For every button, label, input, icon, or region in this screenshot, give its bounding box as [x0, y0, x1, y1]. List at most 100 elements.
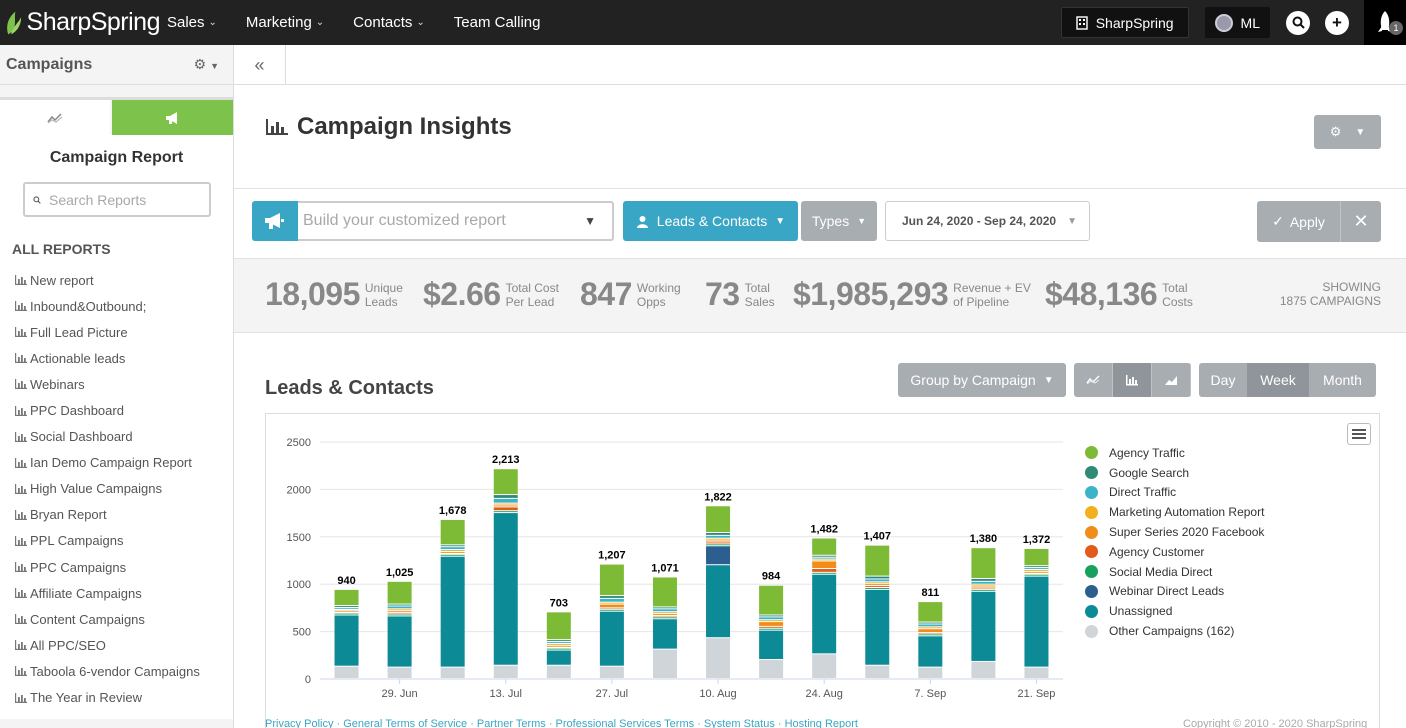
checkmark-icon: ✓ [1272, 213, 1284, 229]
period-month-button[interactable]: Month [1309, 363, 1376, 397]
bar-chart-icon [15, 457, 27, 468]
stat-label-line: Unique [364, 280, 403, 295]
bar-total-label: 1,207 [598, 550, 626, 562]
bar-segment [759, 628, 784, 630]
report-list-item[interactable]: Ian Demo Campaign Report [0, 450, 233, 476]
legend-dot [1085, 565, 1098, 579]
report-search[interactable] [23, 182, 211, 217]
bar-segment [599, 609, 624, 611]
report-list-item[interactable]: Social Dashboard [0, 424, 233, 450]
report-list-item[interactable]: PPC Campaigns [0, 554, 233, 580]
legend-item[interactable]: Other Campaigns (162) [1085, 621, 1264, 641]
report-list-item[interactable]: High Value Campaigns [0, 476, 233, 502]
report-list-item[interactable]: Affiliate Campaigns [0, 580, 233, 606]
report-list-item[interactable]: Full Lead Picture [0, 319, 233, 345]
caret-down-icon: ▼ [775, 215, 786, 227]
chart-container [265, 413, 1380, 728]
report-list-item[interactable]: All PPC/SEO [0, 632, 233, 658]
stat-label: Revenue + EV of Pipeline [953, 281, 1031, 309]
apply-button[interactable]: ✓ Apply [1257, 201, 1341, 242]
report-list-item[interactable]: New report [0, 267, 233, 293]
bar-segment [387, 611, 412, 613]
plus-icon[interactable]: + [1325, 10, 1349, 35]
legend-item[interactable]: Social Media Direct [1085, 562, 1264, 582]
bar-segment [1024, 576, 1049, 667]
report-list-item[interactable]: Inbound&Outbound; [0, 293, 233, 319]
tab-trends[interactable] [0, 100, 111, 135]
user-icon [636, 215, 648, 228]
nav-marketing-label: Marketing [245, 14, 312, 31]
types-dropdown[interactable]: Types ▼ [801, 201, 877, 241]
search-icon[interactable] [1286, 10, 1310, 35]
period-day-button[interactable]: Day [1199, 363, 1247, 397]
report-list-item[interactable]: Content Campaigns [0, 606, 233, 632]
chevron-down-icon: ⌄ [416, 17, 425, 28]
report-list-item[interactable]: Bryan Report [0, 502, 233, 528]
area-chart-icon[interactable] [1152, 363, 1191, 397]
bar-segment [865, 589, 890, 665]
bar-segment [440, 556, 465, 667]
report-list-item[interactable]: Webinars [0, 371, 233, 397]
legend-item[interactable]: Agency Traffic [1085, 443, 1264, 463]
report-list-item-label: Full Lead Picture [30, 324, 128, 340]
nav-right-group: SharpSpring ML + 1 [1060, 0, 1406, 45]
date-range-picker[interactable]: Jun 24, 2020 - Sep 24, 2020 ▼ [885, 201, 1090, 241]
bar-chart-icon [15, 327, 27, 338]
bar-segment [812, 574, 837, 654]
y-tick-label: 1000 [287, 579, 311, 591]
page-title-text: Campaign Insights [297, 113, 512, 140]
gear-icon[interactable]: ⚙ ▼ [193, 56, 219, 72]
bar-segment [440, 554, 465, 556]
leads-contacts-dropdown[interactable]: Leads & Contacts ▼ [623, 201, 798, 241]
legend-item[interactable]: Marketing Automation Report [1085, 502, 1264, 522]
nav-marketing[interactable]: Marketing ⌄ [246, 14, 324, 31]
sidebar: Campaigns ⚙ ▼ Campaign Report ALL REPORT… [0, 45, 234, 728]
brand-logo[interactable]: SharpSpring [0, 0, 161, 45]
user-menu-button[interactable]: ML [1204, 7, 1270, 38]
legend-label: Webinar Direct Leads [1109, 584, 1225, 599]
legend-item[interactable]: Unassigned [1085, 601, 1264, 621]
bar-segment [1024, 574, 1049, 576]
legend-item[interactable]: Super Series 2020 Facebook [1085, 522, 1264, 542]
bar-segment [1024, 566, 1049, 568]
bar-segment [546, 642, 571, 643]
bar-segment [546, 648, 571, 650]
report-list-item[interactable]: PPC Dashboard [0, 397, 233, 423]
nav-contacts[interactable]: Contacts ⌄ [353, 14, 425, 31]
showing-value: 1875 CAMPAIGNS [1279, 294, 1381, 308]
bar-segment [706, 565, 731, 638]
report-list-item[interactable]: Taboola 6-vendor Campaigns [0, 658, 233, 684]
legend-item[interactable]: Google Search [1085, 463, 1264, 483]
report-list-item[interactable]: Actionable leads [0, 345, 233, 371]
report-list-item[interactable]: The Year in Review [0, 685, 233, 711]
clear-filter-icon[interactable]: ✕ [1353, 211, 1369, 231]
report-builder-select[interactable]: Build your customized report ▼ [252, 201, 614, 241]
report-list-item-label: Actionable leads [30, 350, 126, 366]
period-week-button[interactable]: Week [1247, 363, 1309, 397]
legend-dot [1085, 525, 1098, 539]
account-switcher-button[interactable]: SharpSpring [1060, 7, 1189, 38]
bar-chart-icon [15, 353, 27, 364]
footer-links[interactable]: Privacy Policy · General Terms of Servic… [265, 718, 858, 728]
apply-filter-group: ✓ Apply ✕ [1257, 201, 1381, 242]
bar-chart-icon[interactable] [1113, 363, 1152, 397]
bar-segment [812, 557, 837, 559]
group-by-dropdown[interactable]: Group by Campaign ▼ [898, 363, 1066, 397]
chart-menu-icon[interactable] [1347, 423, 1371, 445]
nav-team-calling[interactable]: Team Calling [454, 14, 541, 31]
legend-item[interactable]: Agency Customer [1085, 542, 1264, 562]
bar-segment [706, 533, 731, 535]
nav-sales[interactable]: Sales ⌄ [167, 14, 217, 31]
line-chart-icon[interactable] [1074, 363, 1113, 397]
collapse-sidebar-icon[interactable]: « [234, 45, 286, 85]
rocket-icon[interactable]: 1 [1364, 0, 1406, 45]
legend-item[interactable]: Direct Traffic [1085, 483, 1264, 503]
report-list-item[interactable]: PPL Campaigns [0, 528, 233, 554]
search-input[interactable] [49, 191, 209, 208]
legend-item[interactable]: Webinar Direct Leads [1085, 582, 1264, 602]
page-settings-button[interactable]: ⚙ ▼ [1314, 115, 1381, 149]
chart-type-toggle [1074, 363, 1191, 397]
tab-campaigns[interactable] [112, 100, 233, 135]
bar-segment [918, 667, 943, 678]
apply-label: Apply [1289, 213, 1325, 230]
